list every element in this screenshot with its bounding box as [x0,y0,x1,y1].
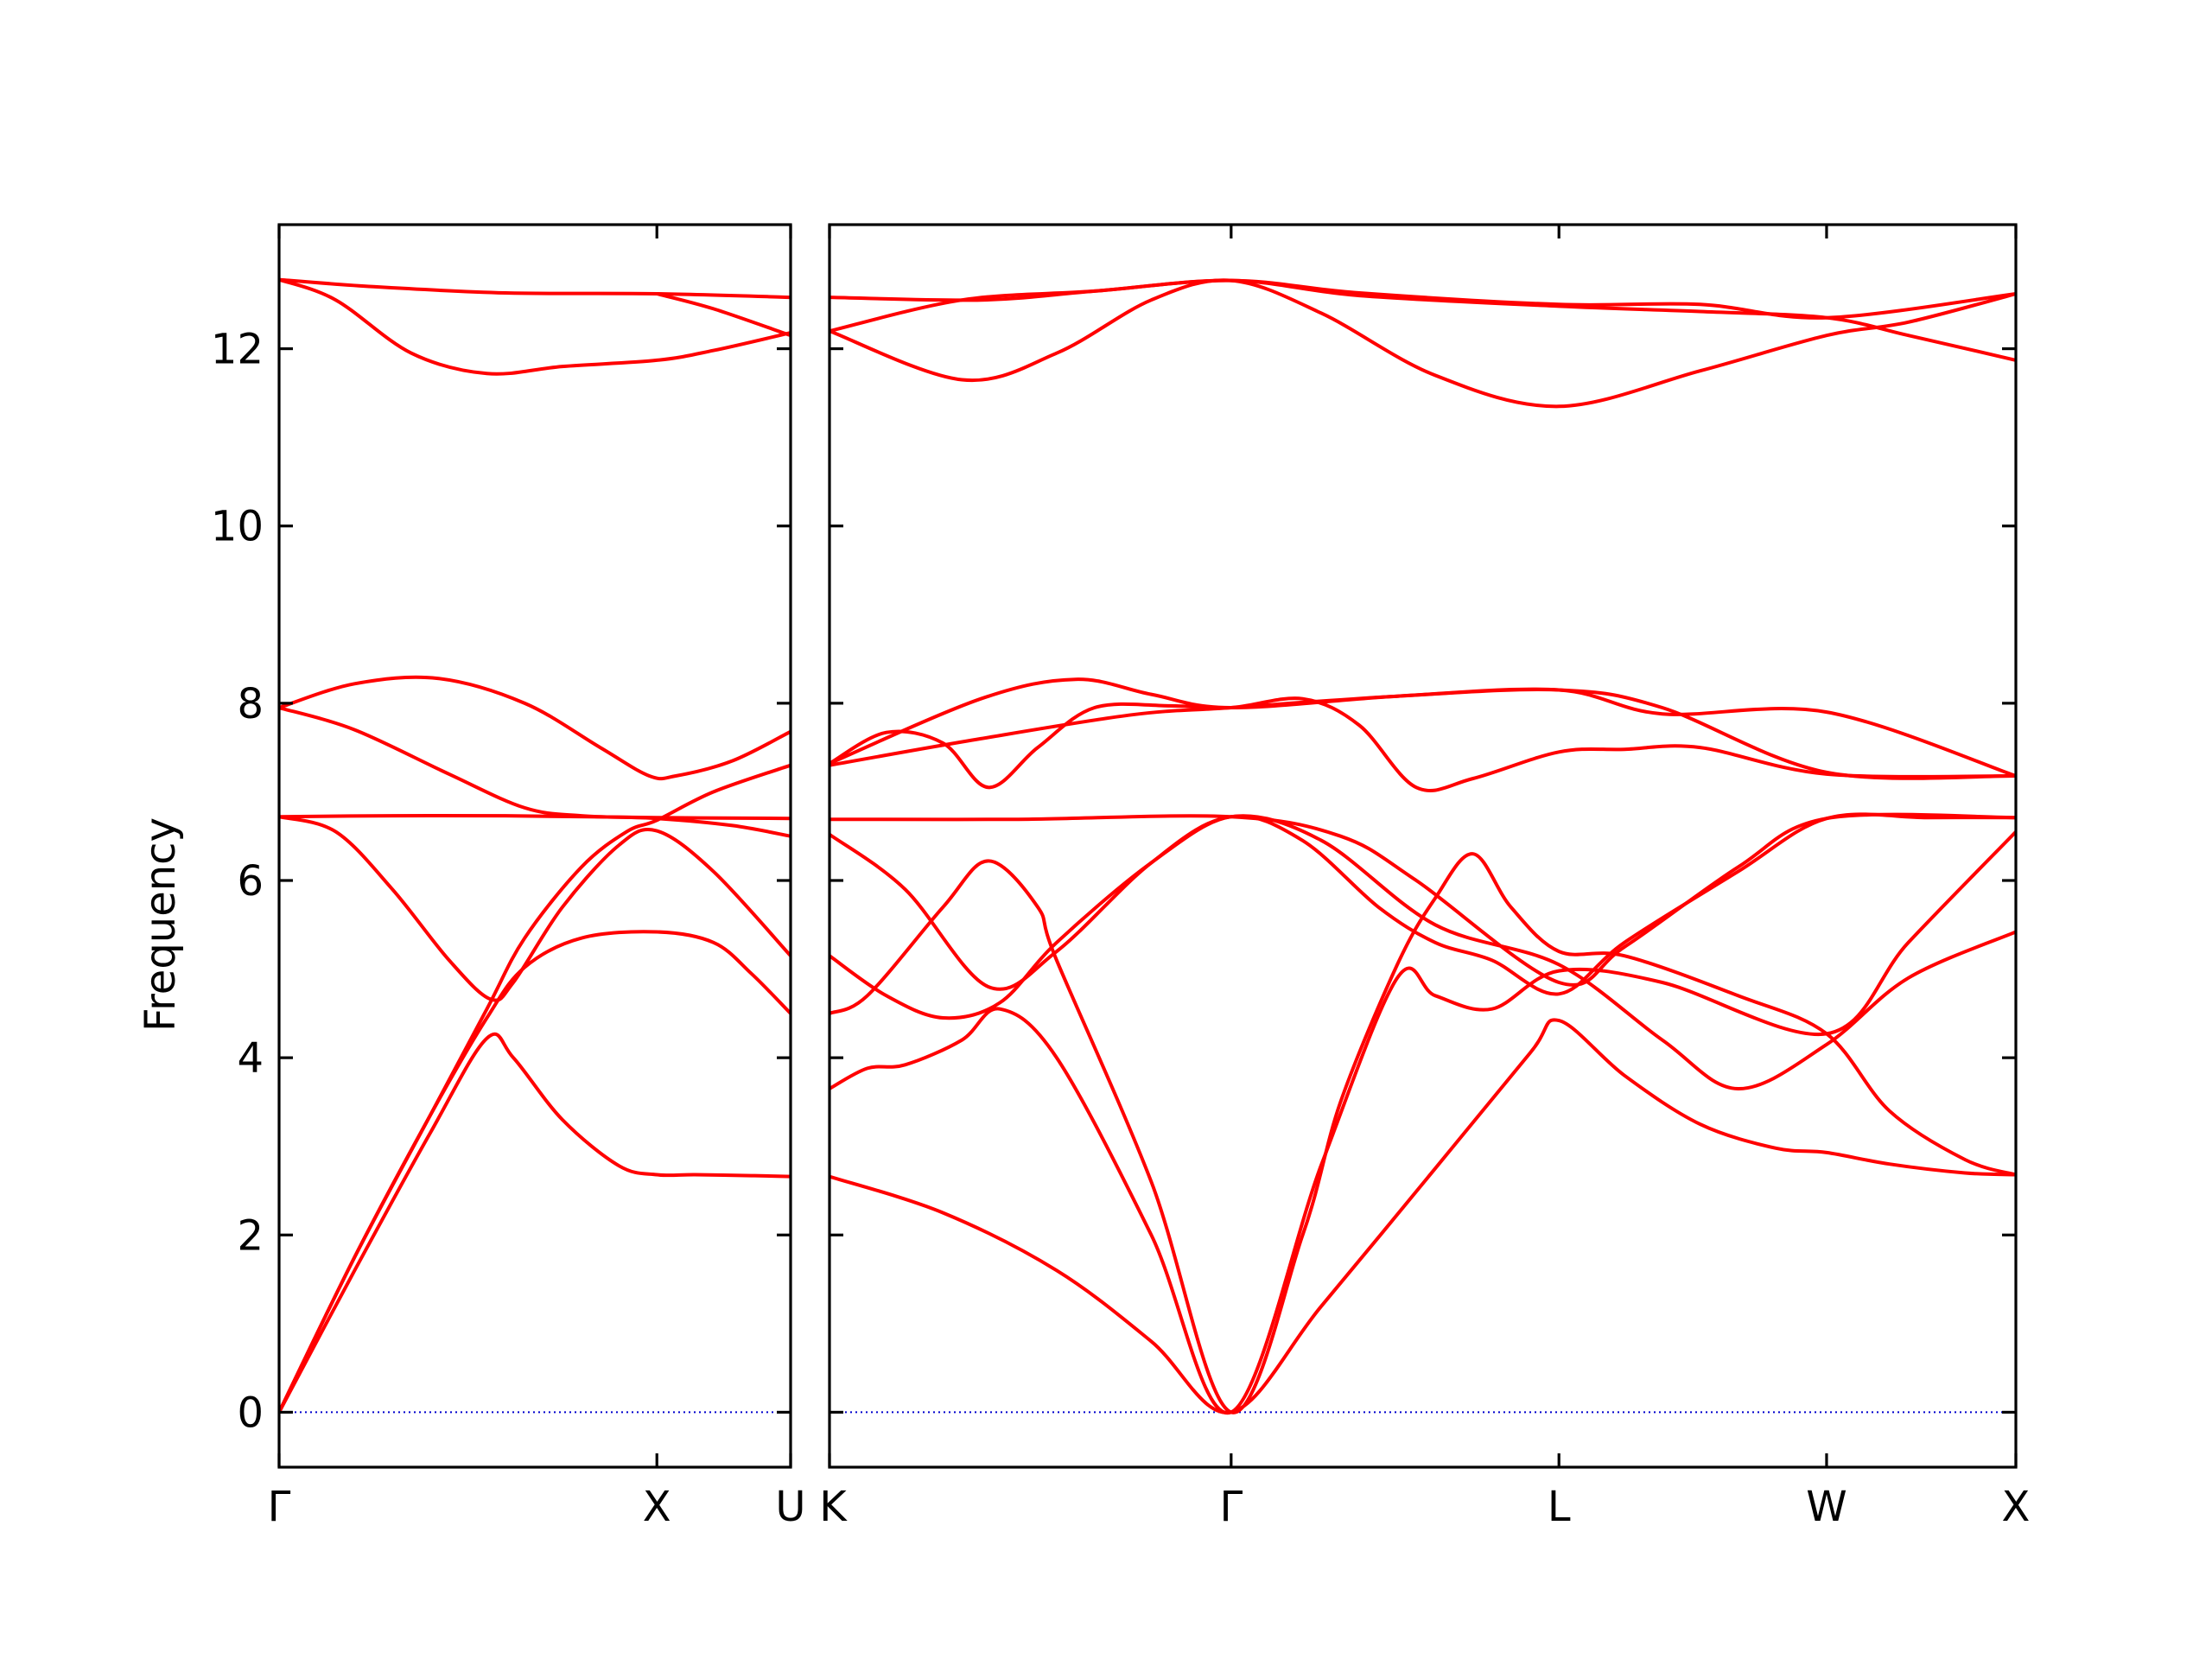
ytick-label: 4 [237,1034,264,1083]
xtick-label-W: W [1806,1483,1847,1531]
panel-2-band-10 [830,278,2016,409]
panel-1-frame [277,223,792,1469]
xtick-label-X: X [643,1483,671,1531]
panel-2-band-12 [830,278,2016,320]
panel-1-band-6 [279,706,791,838]
panel-1-band-5 [279,813,791,821]
xtick-label-Γ: Γ [1219,1483,1243,1531]
panel-2-band-8 [830,688,2016,780]
panel-2-frame [828,223,2018,1469]
panel-2-band-5 [830,814,2016,1091]
panel-2-band-11 [830,278,2016,362]
panel-2-band-3 [830,852,2016,1414]
panel-2-band-7 [830,696,2016,792]
ytick-label: 6 [237,857,264,906]
panel-2-band-4 [830,812,2016,1020]
panel-2-band-1 [830,1018,2016,1414]
panel-1-band-7 [279,675,791,781]
ytick-label: 2 [237,1211,264,1260]
ytick-label: 0 [237,1389,264,1437]
panel-1-band-8 [279,277,791,300]
y-axis-label: Frequency [137,817,185,1032]
bands [279,277,791,1414]
xtick-label-K: K [819,1483,848,1531]
panel-2-band-9 [830,677,2016,778]
ytick-label: 12 [211,326,264,374]
bands [830,278,2016,1415]
xtick-label-X: X [2002,1483,2031,1531]
panel-1-band-3 [279,763,791,1414]
panel-1-band-9 [279,277,791,376]
panel-2-band-6 [830,812,2016,987]
xtick-label-Γ: Γ [268,1483,291,1531]
xtick-label-U: U [775,1483,805,1531]
panel-1: 0 2 4 6 8 10 12 Γ X U [211,223,806,1531]
ytick-label: 8 [237,680,264,728]
panel-1-band-1 [279,1032,791,1414]
xtick-label-L: L [1548,1483,1571,1531]
panels-layer: 0 2 4 6 8 10 12 Γ X U K Γ L W X [211,223,2031,1531]
panel-1-band-10 [655,292,791,338]
ytick-label: 10 [211,503,264,551]
panel-1-band-4 [279,815,791,1002]
panel-1-band-2 [279,930,791,1414]
